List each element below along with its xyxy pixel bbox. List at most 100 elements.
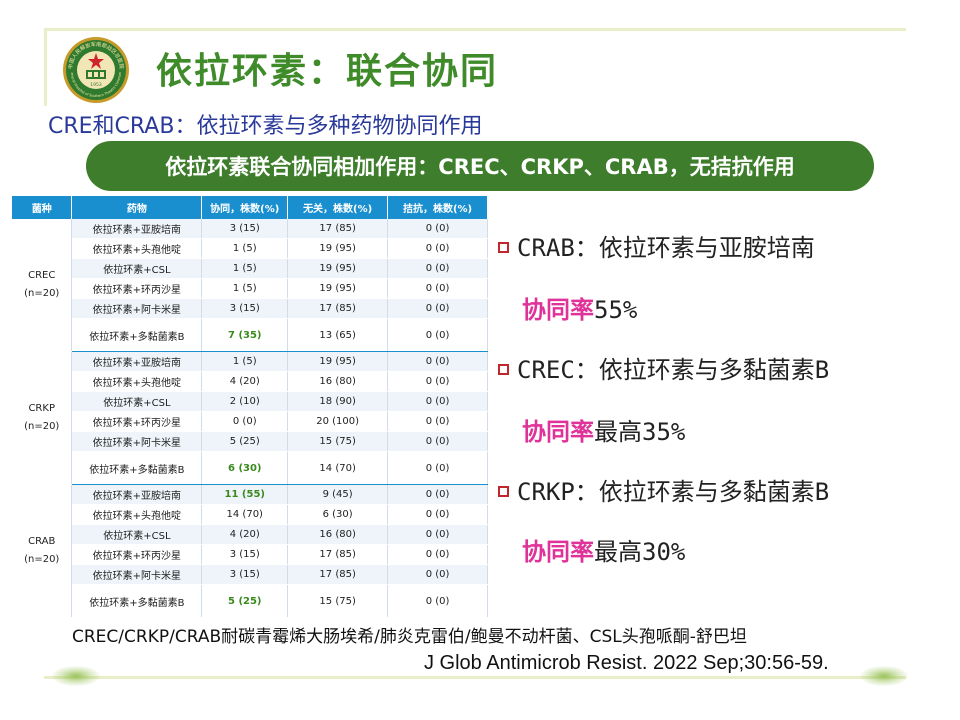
indifferent-cell: 14 (70) bbox=[287, 451, 389, 485]
antagonism-cell: 0 (0) bbox=[387, 391, 488, 412]
bullet-text: CRKP：依拉环素与多黏菌素B bbox=[517, 478, 830, 506]
header-antagonism: 拮抗，株数(%) bbox=[387, 196, 488, 219]
table-row: 依拉环素+多黏菌素B 7 (35) 13 (65) 0 (0) bbox=[12, 318, 488, 352]
rate-value: 最高30% bbox=[594, 538, 686, 566]
table-row: 依拉环素+阿卡米星 5 (25) 15 (75) 0 (0) bbox=[12, 431, 488, 452]
indifferent-cell: 19 (95) bbox=[287, 238, 389, 259]
group-n: (n=20) bbox=[24, 421, 60, 432]
antagonism-cell: 0 (0) bbox=[387, 411, 488, 432]
synergy-cell-highlight: 5 (25) bbox=[201, 584, 289, 618]
antagonism-cell: 0 (0) bbox=[387, 278, 488, 299]
indifferent-cell: 19 (95) bbox=[287, 258, 389, 279]
group-name: CRAB bbox=[28, 536, 56, 547]
indifferent-cell: 17 (85) bbox=[287, 298, 389, 319]
bullet-crkp: CRKP：依拉环素与多黏菌素B bbox=[498, 472, 829, 507]
rate-value: 最高35% bbox=[594, 418, 686, 446]
group-cell-crec: CREC (n=20) bbox=[12, 219, 73, 352]
indifferent-cell: 15 (75) bbox=[287, 584, 389, 618]
indifferent-cell: 20 (100) bbox=[287, 411, 389, 432]
synergy-cell: 4 (20) bbox=[201, 371, 289, 392]
table-row: 依拉环素+环丙沙星 3 (15) 17 (85) 0 (0) bbox=[12, 544, 488, 565]
synergy-cell-highlight: 7 (35) bbox=[201, 318, 289, 352]
rate-crab: 协同率55% bbox=[522, 290, 637, 325]
indifferent-cell: 18 (90) bbox=[287, 391, 389, 412]
bullet-text: CREC：依拉环素与多黏菌素B bbox=[517, 356, 830, 384]
antagonism-cell: 0 (0) bbox=[387, 298, 488, 319]
drug-cell: 依拉环素+阿卡米星 bbox=[71, 298, 203, 319]
hospital-logo: 中国人民解放军南部战区总医院 General Hospital of South… bbox=[62, 36, 129, 103]
table-row: 依拉环素+阿卡米星 3 (15) 17 (85) 0 (0) bbox=[12, 298, 488, 319]
indifferent-cell: 19 (95) bbox=[287, 278, 389, 299]
rate-crec: 协同率最高35% bbox=[522, 412, 685, 447]
bullet-text: CRAB：依拉环素与亚胺培南 bbox=[517, 234, 815, 262]
synergy-cell: 2 (10) bbox=[201, 391, 289, 412]
antagonism-cell: 0 (0) bbox=[387, 431, 488, 452]
indifferent-cell: 19 (95) bbox=[287, 351, 389, 372]
group-n: (n=20) bbox=[24, 554, 60, 565]
indifferent-cell: 17 (85) bbox=[287, 219, 389, 239]
rate-crkp: 协同率最高30% bbox=[522, 532, 685, 567]
synergy-cell-highlight: 6 (30) bbox=[201, 451, 289, 485]
table-row: CRKP (n=20) 依拉环素+亚胺培南 1 (5) 19 (95) 0 (0… bbox=[12, 351, 488, 485]
drug-cell: 依拉环素+CSL bbox=[71, 524, 203, 545]
table-row: 依拉环素+头孢他啶 1 (5) 19 (95) 0 (0) bbox=[12, 238, 488, 259]
antagonism-cell: 0 (0) bbox=[387, 258, 488, 279]
synergy-cell: 1 (5) bbox=[201, 258, 289, 279]
drug-cell: 依拉环素+阿卡米星 bbox=[71, 431, 203, 452]
header-drug: 药物 bbox=[71, 196, 203, 219]
synergy-cell: 1 (5) bbox=[201, 351, 289, 372]
rate-label: 协同率 bbox=[522, 296, 594, 324]
indifferent-cell: 17 (85) bbox=[287, 544, 389, 565]
antagonism-cell: 0 (0) bbox=[387, 564, 488, 585]
table-row: 依拉环素+多黏菌素B 6 (30) 14 (70) 0 (0) bbox=[12, 451, 488, 485]
table-row: 依拉环素+环丙沙星 1 (5) 19 (95) 0 (0) bbox=[12, 278, 488, 299]
summary-banner: 依拉环素联合协同相加作用：CREC、CRKP、CRAB，无拮抗作用 bbox=[86, 141, 874, 191]
drug-cell: 依拉环素+亚胺培南 bbox=[71, 351, 203, 372]
bullet-crab: CRAB：依拉环素与亚胺培南 bbox=[498, 228, 815, 263]
antagonism-cell: 0 (0) bbox=[387, 504, 488, 525]
drug-cell: 依拉环素+亚胺培南 bbox=[71, 219, 203, 239]
drug-cell: 依拉环素+头孢他啶 bbox=[71, 371, 203, 392]
header-indifferent: 无关，株数(%) bbox=[287, 196, 389, 219]
group-n: (n=20) bbox=[24, 288, 60, 299]
antagonism-cell: 0 (0) bbox=[387, 524, 488, 545]
table-row: 依拉环素+CSL 4 (20) 16 (80) 0 (0) bbox=[12, 524, 488, 545]
table-row: 依拉环素+阿卡米星 3 (15) 17 (85) 0 (0) bbox=[12, 564, 488, 585]
frame-bottom-line bbox=[44, 676, 906, 679]
antagonism-cell: 0 (0) bbox=[387, 584, 488, 618]
table-row: 依拉环素+CSL 2 (10) 18 (90) 0 (0) bbox=[12, 391, 488, 412]
synergy-cell: 1 (5) bbox=[201, 238, 289, 259]
indifferent-cell: 15 (75) bbox=[287, 431, 389, 452]
drug-cell: 依拉环素+环丙沙星 bbox=[71, 544, 203, 565]
synergy-cell: 3 (15) bbox=[201, 544, 289, 565]
synergy-cell-highlight: 11 (55) bbox=[201, 484, 289, 505]
table-row: 依拉环素+环丙沙星 0 (0) 20 (100) 0 (0) bbox=[12, 411, 488, 432]
rate-label: 协同率 bbox=[522, 538, 594, 566]
group-name: CRKP bbox=[28, 403, 55, 414]
bullet-square-icon bbox=[498, 364, 509, 375]
synergy-cell: 4 (20) bbox=[201, 524, 289, 545]
drug-cell: 依拉环素+多黏菌素B bbox=[71, 318, 203, 352]
group-cell-crab: CRAB (n=20) bbox=[12, 484, 73, 618]
drug-cell: 依拉环素+头孢他啶 bbox=[71, 504, 203, 525]
bullet-square-icon bbox=[498, 486, 509, 497]
synergy-cell: 0 (0) bbox=[201, 411, 289, 432]
indifferent-cell: 16 (80) bbox=[287, 371, 389, 392]
indifferent-cell: 16 (80) bbox=[287, 524, 389, 545]
synergy-cell: 5 (25) bbox=[201, 431, 289, 452]
drug-cell: 依拉环素+头孢他啶 bbox=[71, 238, 203, 259]
page-title: 依拉环素：联合协同 bbox=[156, 51, 499, 92]
indifferent-cell: 13 (65) bbox=[287, 318, 389, 352]
decor-dot-right bbox=[860, 666, 908, 686]
indifferent-cell: 6 (30) bbox=[287, 504, 389, 525]
table-row: 依拉环素+头孢他啶 14 (70) 6 (30) 0 (0) bbox=[12, 504, 488, 525]
drug-cell: 依拉环素+多黏菌素B bbox=[71, 584, 203, 618]
rate-value: 55% bbox=[594, 296, 638, 324]
synergy-cell: 3 (15) bbox=[201, 298, 289, 319]
frame-left-line bbox=[44, 28, 47, 106]
frame-top-line bbox=[44, 28, 906, 31]
table-row: 依拉环素+多黏菌素B 5 (25) 15 (75) 0 (0) bbox=[12, 584, 488, 618]
table-row: CREC (n=20) 依拉环素+亚胺培南 3 (15) 17 (85) 0 (… bbox=[12, 219, 488, 352]
synergy-cell: 1 (5) bbox=[201, 278, 289, 299]
drug-cell: 依拉环素+多黏菌素B bbox=[71, 451, 203, 485]
